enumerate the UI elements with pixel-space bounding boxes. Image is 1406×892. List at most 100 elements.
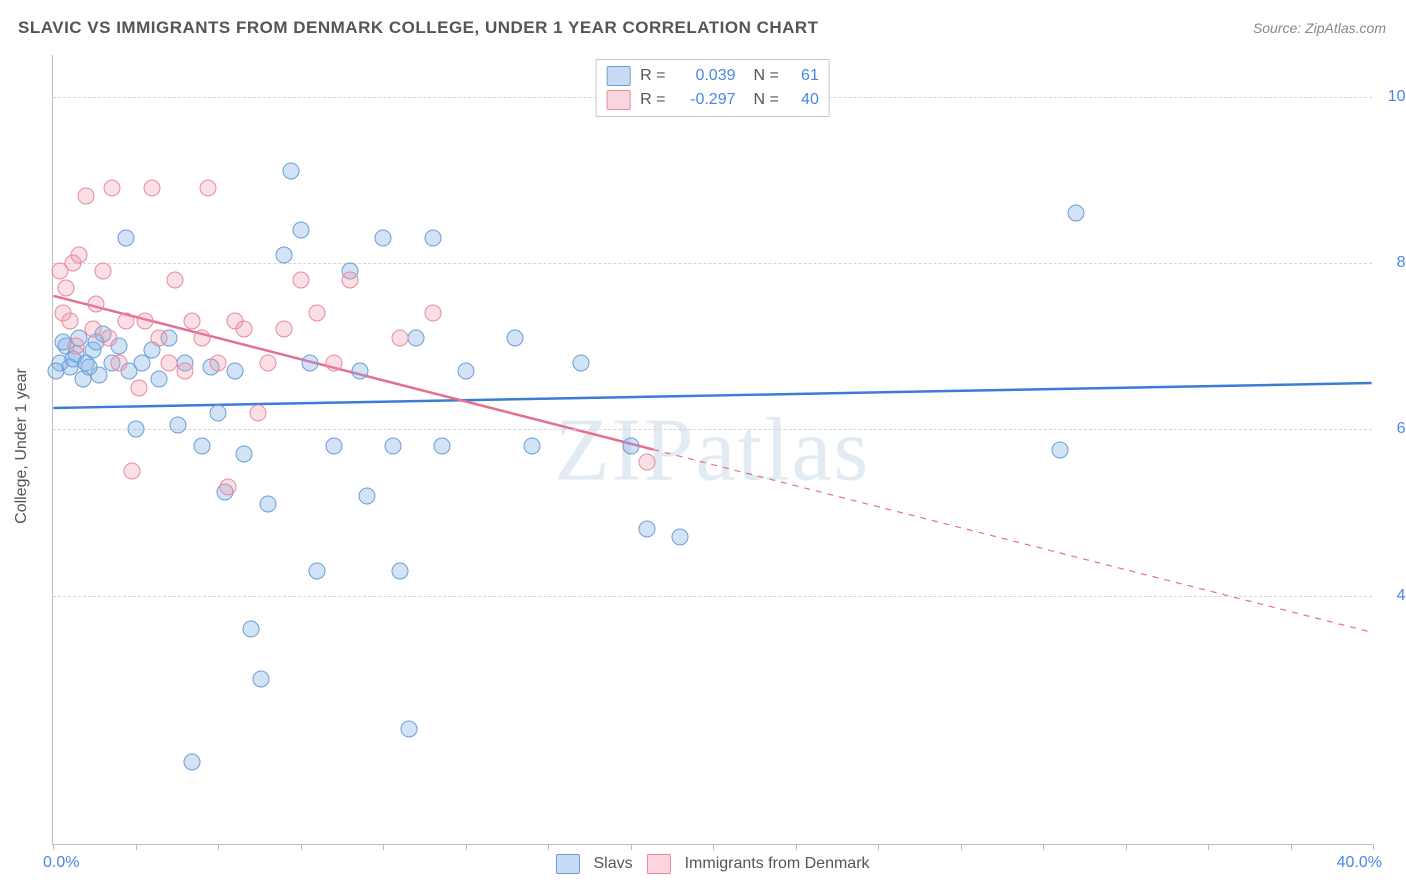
data-point-blue (384, 437, 401, 454)
data-point-blue (375, 229, 392, 246)
x-tick (466, 844, 467, 850)
data-point-blue (276, 246, 293, 263)
y-tick-label: 40.0% (1382, 587, 1406, 605)
data-point-pink (210, 354, 227, 371)
data-point-blue (48, 363, 65, 380)
data-point-blue (434, 437, 451, 454)
data-point-blue (226, 363, 243, 380)
data-point-pink (58, 279, 75, 296)
data-point-blue (243, 620, 260, 637)
data-point-pink (124, 462, 141, 479)
legend-swatch-blue (555, 854, 579, 874)
x-tick-label-min: 0.0% (43, 854, 79, 872)
stats-legend-row: R = -0.297 N = 40 (606, 88, 819, 112)
x-tick (136, 844, 137, 850)
n-value-blue: 61 (789, 67, 819, 85)
data-point-pink (68, 338, 85, 355)
data-point-blue (523, 437, 540, 454)
data-point-pink (101, 329, 118, 346)
n-label: N = (754, 67, 779, 85)
data-point-pink (150, 329, 167, 346)
x-tick (961, 844, 962, 850)
data-point-blue (81, 358, 98, 375)
data-point-blue (573, 354, 590, 371)
data-point-pink (249, 404, 266, 421)
gridline (53, 429, 1372, 430)
data-point-blue (309, 562, 326, 579)
data-point-pink (130, 379, 147, 396)
data-point-pink (219, 479, 236, 496)
stats-legend: R = 0.039 N = 61 R = -0.297 N = 40 (595, 59, 830, 117)
data-point-pink (639, 454, 656, 471)
data-point-blue (424, 229, 441, 246)
data-point-blue (236, 446, 253, 463)
data-point-blue (292, 221, 309, 238)
chart-title: SLAVIC VS IMMIGRANTS FROM DENMARK COLLEG… (18, 18, 819, 38)
data-point-pink (292, 271, 309, 288)
x-tick (1208, 844, 1209, 850)
x-tick (631, 844, 632, 850)
data-point-pink (167, 271, 184, 288)
x-tick (1291, 844, 1292, 850)
x-tick (878, 844, 879, 850)
data-point-blue (639, 521, 656, 538)
data-point-blue (183, 753, 200, 770)
x-tick (796, 844, 797, 850)
x-tick (218, 844, 219, 850)
legend-swatch-blue (606, 66, 630, 86)
data-point-blue (282, 163, 299, 180)
data-point-pink (236, 321, 253, 338)
data-point-pink (183, 313, 200, 330)
r-label: R = (640, 67, 665, 85)
x-tick (1373, 844, 1374, 850)
data-point-blue (1051, 442, 1068, 459)
data-point-pink (104, 180, 121, 197)
data-point-blue (507, 329, 524, 346)
data-point-blue (325, 437, 342, 454)
data-point-blue (672, 529, 689, 546)
data-point-pink (391, 329, 408, 346)
y-tick-label: 80.0% (1382, 254, 1406, 272)
data-point-blue (351, 363, 368, 380)
x-tick-label-max: 40.0% (1337, 854, 1382, 872)
data-point-pink (78, 188, 95, 205)
y-axis-label: College, Under 1 year (13, 368, 31, 524)
data-point-pink (117, 313, 134, 330)
y-tick-label: 100.0% (1382, 88, 1406, 106)
series-legend: Slavs Immigrants from Denmark (555, 854, 869, 874)
x-tick (548, 844, 549, 850)
data-point-blue (259, 496, 276, 513)
data-point-pink (84, 321, 101, 338)
data-point-blue (1068, 205, 1085, 222)
data-point-pink (325, 354, 342, 371)
data-point-pink (177, 363, 194, 380)
data-point-pink (342, 271, 359, 288)
data-point-pink (193, 329, 210, 346)
data-point-blue (401, 720, 418, 737)
x-tick (383, 844, 384, 850)
data-point-blue (622, 437, 639, 454)
data-point-blue (252, 670, 269, 687)
data-point-blue (302, 354, 319, 371)
data-point-pink (87, 296, 104, 313)
data-point-pink (424, 304, 441, 321)
data-point-pink (137, 313, 154, 330)
data-point-pink (144, 180, 161, 197)
data-point-blue (150, 371, 167, 388)
r-value-pink: -0.297 (676, 91, 736, 109)
data-point-pink (61, 313, 78, 330)
data-point-blue (210, 404, 227, 421)
stats-legend-row: R = 0.039 N = 61 (606, 64, 819, 88)
data-point-blue (127, 421, 144, 438)
data-point-pink (259, 354, 276, 371)
legend-label-pink: Immigrants from Denmark (685, 855, 870, 873)
r-value-blue: 0.039 (676, 67, 736, 85)
source-attribution: Source: ZipAtlas.com (1253, 20, 1386, 36)
data-point-blue (117, 229, 134, 246)
data-point-blue (391, 562, 408, 579)
gridline (53, 596, 1372, 597)
data-point-pink (111, 354, 128, 371)
data-point-blue (193, 437, 210, 454)
data-point-pink (276, 321, 293, 338)
data-point-blue (358, 487, 375, 504)
